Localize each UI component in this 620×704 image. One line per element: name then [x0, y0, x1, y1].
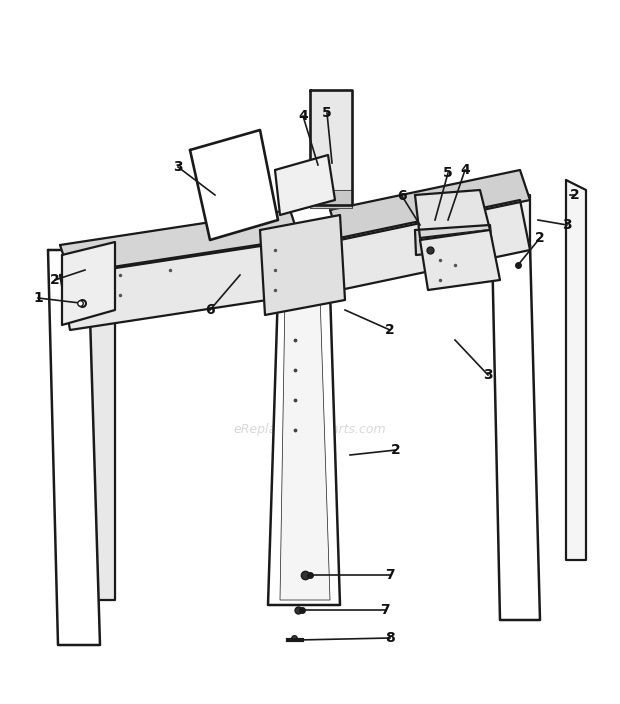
Text: 2: 2 [385, 323, 395, 337]
Text: 2: 2 [535, 231, 545, 245]
Text: eReplacementParts.com: eReplacementParts.com [234, 424, 386, 436]
Polygon shape [62, 242, 115, 325]
Polygon shape [330, 170, 530, 240]
Text: 2: 2 [50, 273, 60, 287]
Text: 2: 2 [391, 443, 401, 457]
Text: 1: 1 [33, 291, 43, 305]
Text: 4: 4 [460, 163, 470, 177]
Polygon shape [275, 155, 335, 215]
Polygon shape [280, 295, 330, 600]
Polygon shape [75, 255, 115, 600]
Polygon shape [330, 200, 530, 290]
Polygon shape [415, 190, 490, 238]
Text: 5: 5 [322, 106, 332, 120]
Polygon shape [190, 130, 278, 240]
Polygon shape [60, 210, 300, 275]
Polygon shape [60, 240, 300, 330]
Polygon shape [48, 250, 100, 645]
Text: 2: 2 [570, 188, 580, 202]
Text: 7: 7 [385, 568, 395, 582]
Polygon shape [505, 195, 530, 580]
Text: 8: 8 [385, 631, 395, 645]
Text: 3: 3 [483, 368, 493, 382]
Polygon shape [492, 245, 540, 620]
Polygon shape [310, 90, 352, 205]
Polygon shape [415, 225, 492, 255]
Polygon shape [260, 215, 345, 315]
Text: 5: 5 [443, 166, 453, 180]
Text: 3: 3 [562, 218, 572, 232]
Text: 7: 7 [380, 603, 390, 617]
Text: 6: 6 [397, 189, 407, 203]
Text: 6: 6 [205, 303, 215, 317]
Polygon shape [268, 290, 340, 605]
Polygon shape [566, 180, 586, 560]
Text: 4: 4 [298, 109, 308, 123]
Polygon shape [420, 230, 500, 290]
Polygon shape [310, 190, 352, 208]
Text: 3: 3 [173, 160, 183, 174]
